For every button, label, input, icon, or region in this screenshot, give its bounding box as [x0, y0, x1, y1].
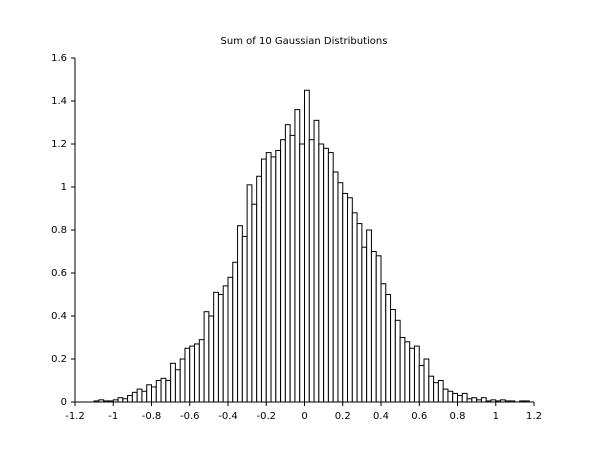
bar: [413, 345, 420, 403]
bar: [189, 345, 196, 403]
x-tick-label: -1: [108, 411, 118, 422]
bar: [198, 339, 205, 403]
chart-title: Sum of 10 Gaussian Distributions: [221, 36, 388, 47]
x-tick-label: 1.2: [526, 411, 542, 422]
bar: [452, 392, 458, 403]
bar: [351, 212, 358, 403]
x-tick-label: -1.2: [65, 411, 85, 422]
x-tick-label: 0.6: [411, 411, 427, 422]
bar: [127, 395, 133, 403]
bar: [447, 390, 454, 403]
bar: [337, 182, 344, 403]
bar: [457, 395, 463, 403]
bar: [117, 397, 124, 403]
bar: [461, 392, 468, 403]
bar: [323, 147, 329, 403]
y-tick-label: 0.6: [51, 268, 67, 279]
x-tick-label: 0.8: [450, 411, 466, 422]
bar: [428, 375, 435, 403]
bar: [222, 285, 229, 403]
bar: [385, 294, 392, 403]
bar: [141, 390, 148, 403]
bar: [342, 192, 349, 403]
bar: [270, 156, 277, 403]
bar: [227, 276, 234, 403]
bar: [217, 294, 224, 403]
x-tick-label: -0.2: [256, 411, 276, 422]
bar: [332, 171, 339, 403]
bar: [299, 143, 305, 403]
bar: [184, 347, 191, 403]
bar: [251, 203, 258, 403]
bar: [170, 362, 176, 403]
bar: [437, 380, 444, 403]
bar: [136, 388, 143, 403]
bar: [308, 139, 315, 403]
bar: [213, 291, 219, 403]
bar: [179, 358, 186, 403]
x-tick-label: -0.4: [218, 411, 238, 422]
bar: [284, 124, 291, 403]
bar: [232, 261, 239, 403]
bar: [366, 229, 372, 403]
bar: [423, 358, 430, 403]
x-tick-label: 1: [493, 411, 499, 422]
bar: [165, 380, 172, 403]
bar: [375, 255, 382, 403]
bar: [390, 309, 396, 403]
bar: [327, 152, 334, 403]
bar: [370, 251, 377, 403]
bar: [313, 119, 320, 403]
bar: [208, 315, 215, 403]
bar: [318, 143, 325, 403]
bar: [399, 337, 406, 403]
x-tick-label: -0.6: [180, 411, 200, 422]
y-tick-label: 1.2: [51, 139, 67, 150]
bar: [304, 89, 310, 403]
bar: [194, 343, 200, 403]
bar: [203, 311, 210, 403]
bar: [418, 364, 425, 403]
x-tick-label: 0: [301, 411, 307, 422]
x-tick-label: -0.8: [142, 411, 162, 422]
bar: [471, 397, 478, 403]
bar: [256, 175, 262, 403]
y-tick-label: 0: [61, 397, 67, 408]
bar: [241, 235, 248, 403]
bar: [155, 380, 162, 403]
bar: [246, 184, 253, 403]
bar: [480, 397, 487, 403]
bar: [361, 246, 368, 403]
x-tick-label: 0.2: [335, 411, 351, 422]
bar: [160, 377, 167, 403]
bar: [294, 109, 301, 403]
y-tick-label: 0.8: [51, 225, 67, 236]
x-tick-label: 0.4: [373, 411, 389, 422]
bar: [237, 225, 243, 403]
y-tick-label: 0.2: [51, 354, 67, 365]
y-tick-label: 0.4: [51, 311, 67, 322]
bar: [260, 158, 267, 403]
bar: [433, 382, 439, 403]
y-tick-label: 1.4: [51, 96, 67, 107]
bar: [131, 391, 138, 403]
bar: [280, 139, 286, 403]
bar: [409, 347, 415, 403]
bar: [356, 223, 363, 403]
bar: [442, 388, 449, 403]
bar: [265, 152, 272, 403]
bar: [404, 341, 411, 403]
bar: [380, 283, 387, 403]
bar: [394, 319, 401, 403]
bar: [289, 134, 296, 403]
bar: [151, 386, 157, 403]
bar: [347, 197, 353, 403]
bar: [275, 149, 282, 403]
bar: [146, 384, 152, 403]
y-tick-label: 1: [61, 182, 67, 193]
y-tick-label: 1.6: [51, 53, 67, 64]
bar: [174, 369, 181, 403]
